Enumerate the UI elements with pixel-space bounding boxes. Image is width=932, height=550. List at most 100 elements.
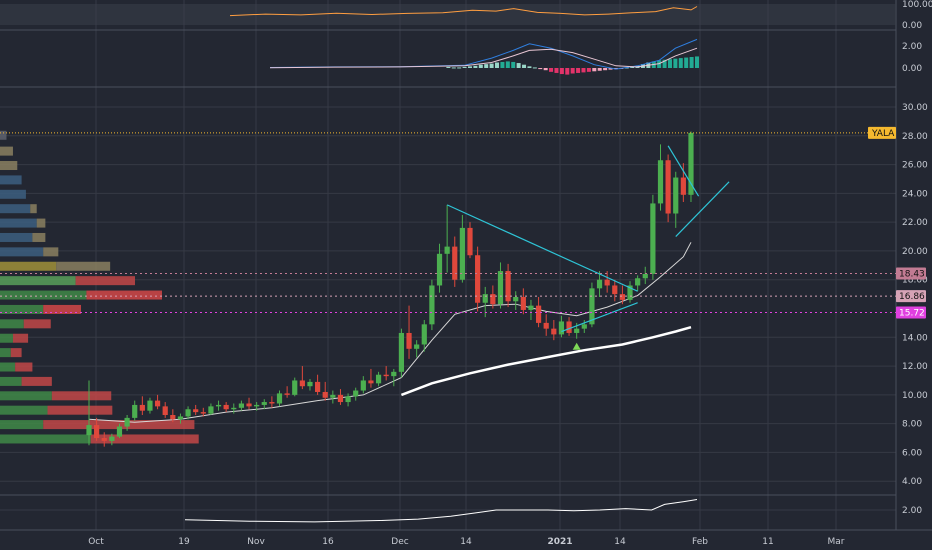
- grid: [0, 0, 896, 530]
- volume-profile-bar-b: [43, 420, 195, 430]
- rsi-tick-label: 0.00: [902, 21, 922, 31]
- candle-body: [368, 380, 374, 384]
- macd-histogram-bar: [662, 59, 667, 68]
- volume-profile-bar-a: [0, 189, 26, 199]
- price-label-text: 18.43: [899, 270, 925, 280]
- candle-body: [246, 403, 252, 407]
- rsi-band: [0, 4, 896, 25]
- macd-histogram-bar: [608, 68, 613, 70]
- candle-body: [436, 253, 443, 286]
- price-label-text: 16.86: [899, 292, 925, 302]
- macd-histogram-bar: [532, 67, 537, 69]
- candle-body: [162, 406, 168, 416]
- macd-histogram-bar: [559, 68, 564, 75]
- volume-profile-bar-b: [47, 405, 113, 415]
- candle-body: [673, 177, 679, 214]
- price-label-bg: [896, 267, 926, 280]
- macd-histogram-bar: [467, 66, 472, 68]
- volume-profile-bar-b: [23, 319, 51, 329]
- candle-body: [375, 374, 382, 384]
- price-tick-label: 24.00: [902, 189, 928, 199]
- candle-body: [307, 381, 313, 387]
- candle-body: [231, 407, 237, 410]
- price-axis[interactable]: 30.00 28.00 26.00 24.00 22.00 20.00 18.00 14.00…: [868, 0, 932, 516]
- trend-lines: [446, 145, 730, 350]
- volume-profile-bar-b: [10, 348, 22, 358]
- candle-body: [193, 409, 199, 413]
- candle-body: [619, 294, 625, 300]
- candle-body: [215, 404, 222, 407]
- volume-line: [184, 499, 698, 523]
- candle-body: [604, 279, 610, 286]
- price-tick-label: 6.00: [902, 448, 922, 458]
- volume-profile-bar-b: [56, 261, 111, 271]
- horizontal-levels: [0, 132, 896, 314]
- volume-profile-bar-b: [86, 290, 162, 300]
- candle-body: [528, 305, 534, 310]
- volume-profile-bar-a: [0, 218, 37, 228]
- macd-histogram-bar: [473, 65, 478, 68]
- candle-body: [398, 332, 405, 372]
- candle-body: [558, 321, 565, 335]
- volume-profile-bar-a: [0, 261, 57, 271]
- candle-body: [299, 380, 305, 387]
- volume-profile-bar-a: [0, 333, 13, 343]
- candle-body: [337, 394, 344, 403]
- candle-body: [551, 328, 557, 335]
- candle-body: [116, 426, 123, 437]
- price-tick-label: 26.00: [902, 161, 928, 171]
- macd-histogram-bar: [462, 66, 467, 68]
- price-tick-label: 4.00: [902, 477, 922, 487]
- candle-body: [315, 381, 321, 392]
- candle-body: [688, 132, 694, 195]
- candle-body: [200, 412, 206, 414]
- macd-histogram-bar: [673, 58, 678, 68]
- candle-body: [589, 288, 595, 325]
- candle-body: [353, 390, 359, 397]
- candle-body: [414, 344, 420, 349]
- candle-body: [543, 322, 549, 329]
- macd-histogram-bar: [695, 56, 699, 68]
- time-axis[interactable]: Oct 19 Nov 16 Dec 14 2021 14 Feb 11 Mar: [88, 537, 845, 547]
- candle-body: [345, 396, 351, 403]
- candle-body: [475, 255, 481, 303]
- candle-body: [665, 160, 671, 214]
- candle-body: [276, 393, 283, 404]
- volume-profile-bar-a: [0, 130, 7, 140]
- volume-profile-bar-a: [0, 405, 48, 415]
- candle-body: [513, 296, 519, 302]
- macd-histogram-bar: [451, 67, 456, 69]
- volume-profile-bar-a: [0, 391, 52, 401]
- macd-tick-label: 2.00: [902, 42, 922, 52]
- macd-histogram-bar: [565, 68, 570, 75]
- macd-histogram-bar: [678, 58, 683, 68]
- volume-profile-bar-b: [21, 376, 52, 386]
- candle-body: [535, 305, 542, 323]
- date-label: Oct: [88, 537, 104, 547]
- volume-profile-bar-a: [0, 290, 87, 300]
- candle-body: [170, 415, 176, 420]
- macd-histogram-bar: [484, 64, 489, 68]
- price-tick-label: 22.00: [902, 218, 928, 228]
- candle-body: [292, 380, 298, 395]
- date-label: 2021: [547, 537, 572, 547]
- rsi-tick-label: 100.00: [902, 0, 932, 10]
- candle-body: [497, 271, 504, 305]
- volume-profile-bar-a: [0, 232, 33, 242]
- macd-histogram-bar: [657, 60, 662, 68]
- date-label: Dec: [391, 537, 408, 547]
- macd-histogram-bar: [549, 68, 554, 72]
- candle-body: [383, 374, 389, 377]
- candle-body: [124, 417, 130, 427]
- candle-body: [261, 402, 267, 405]
- price-tick-label: 10.00: [902, 391, 928, 401]
- macd-line: [269, 38, 698, 70]
- candle-body: [444, 246, 450, 254]
- volume-profile-bar-a: [0, 348, 11, 358]
- rsi-line: [229, 6, 698, 17]
- candle-body: [322, 391, 328, 398]
- volume-profile: [0, 130, 199, 444]
- candle-body: [391, 371, 397, 377]
- candle-body: [635, 278, 641, 286]
